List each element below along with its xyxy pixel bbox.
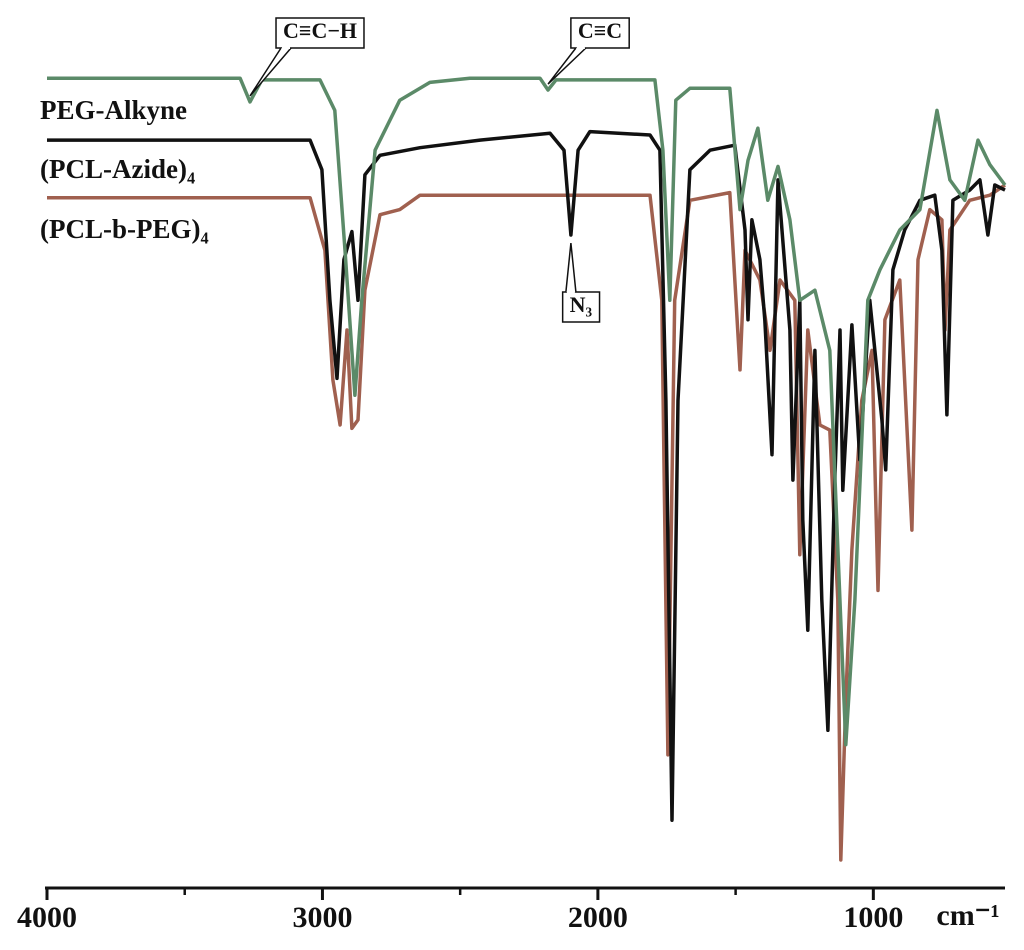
annotation: N₃ xyxy=(561,242,601,323)
annotation-box xyxy=(275,17,365,49)
annotation-pointer xyxy=(565,242,577,293)
legend-label: PEG-Alkyne xyxy=(40,95,187,125)
legend-label: (PCL-b-PEG)₄ xyxy=(40,214,209,244)
annotation-label: C≡C−H xyxy=(283,18,357,43)
annotation: C≡C xyxy=(547,17,630,85)
x-tick-label: 2000 xyxy=(568,901,628,934)
spectrum-line xyxy=(47,129,1006,822)
legend-label: (PCL-Azide)₄ xyxy=(40,154,195,184)
x-tick-label: 3000 xyxy=(292,901,352,934)
annotation-pointer xyxy=(547,47,587,85)
x-tick-label: 4000 xyxy=(17,901,77,934)
annotation-box xyxy=(570,17,630,49)
x-tick-label: 1000 xyxy=(843,901,903,934)
annotation: C≡C−H xyxy=(249,17,365,97)
annotation-label: C≡C xyxy=(578,18,622,43)
annotation-pointer xyxy=(249,47,292,97)
spectrum-line xyxy=(47,183,1006,862)
x-axis-label: cm⁻¹ xyxy=(936,899,999,932)
annotation-label: N₃ xyxy=(570,292,593,317)
spectrum-line xyxy=(47,76,1007,747)
annotation-box xyxy=(561,291,601,323)
